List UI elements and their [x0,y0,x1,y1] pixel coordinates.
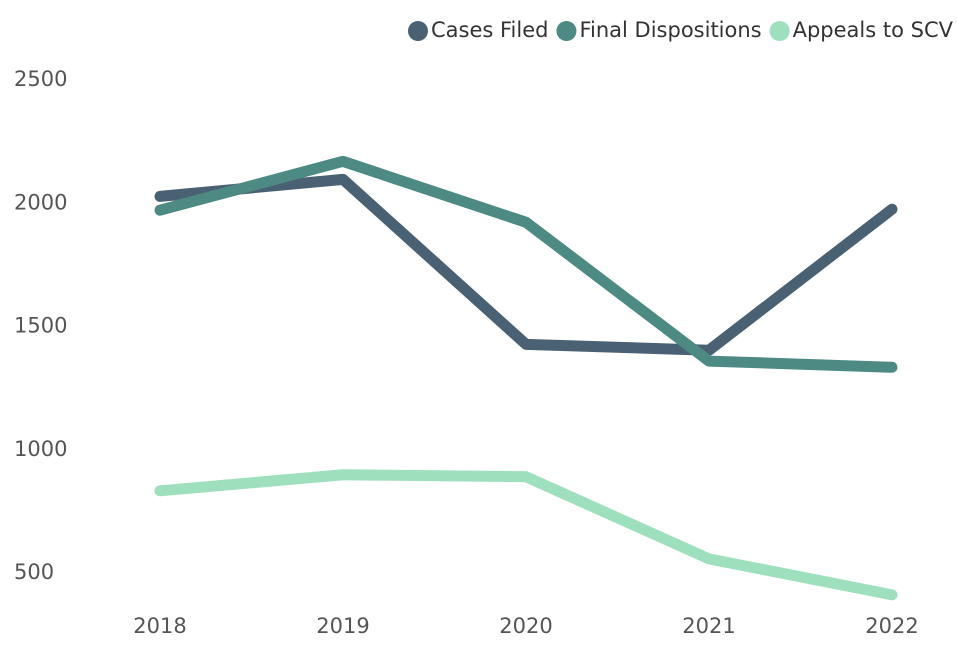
y-tick-label: 1000 [14,437,67,461]
x-tick-label: 2021 [682,614,735,638]
series-line [154,155,898,373]
series-line [154,469,898,601]
series-line [154,173,898,356]
legend-label: Appeals to SCV [793,18,954,42]
x-tick-label: 2019 [316,614,369,638]
legend-label: Final Dispositions [579,18,761,42]
y-tick-label: 2500 [14,67,67,91]
x-tick-label: 2022 [865,614,918,638]
y-tick-label: 500 [14,560,54,584]
legend-label: Cases Filed [431,18,548,42]
legend-marker [769,21,790,41]
legend-marker [556,21,577,41]
y-tick-label: 1500 [14,314,67,338]
x-tick-label: 2018 [133,614,186,638]
legend-marker [407,21,428,41]
x-tick-label: 2020 [499,614,552,638]
y-tick-label: 2000 [14,190,67,214]
